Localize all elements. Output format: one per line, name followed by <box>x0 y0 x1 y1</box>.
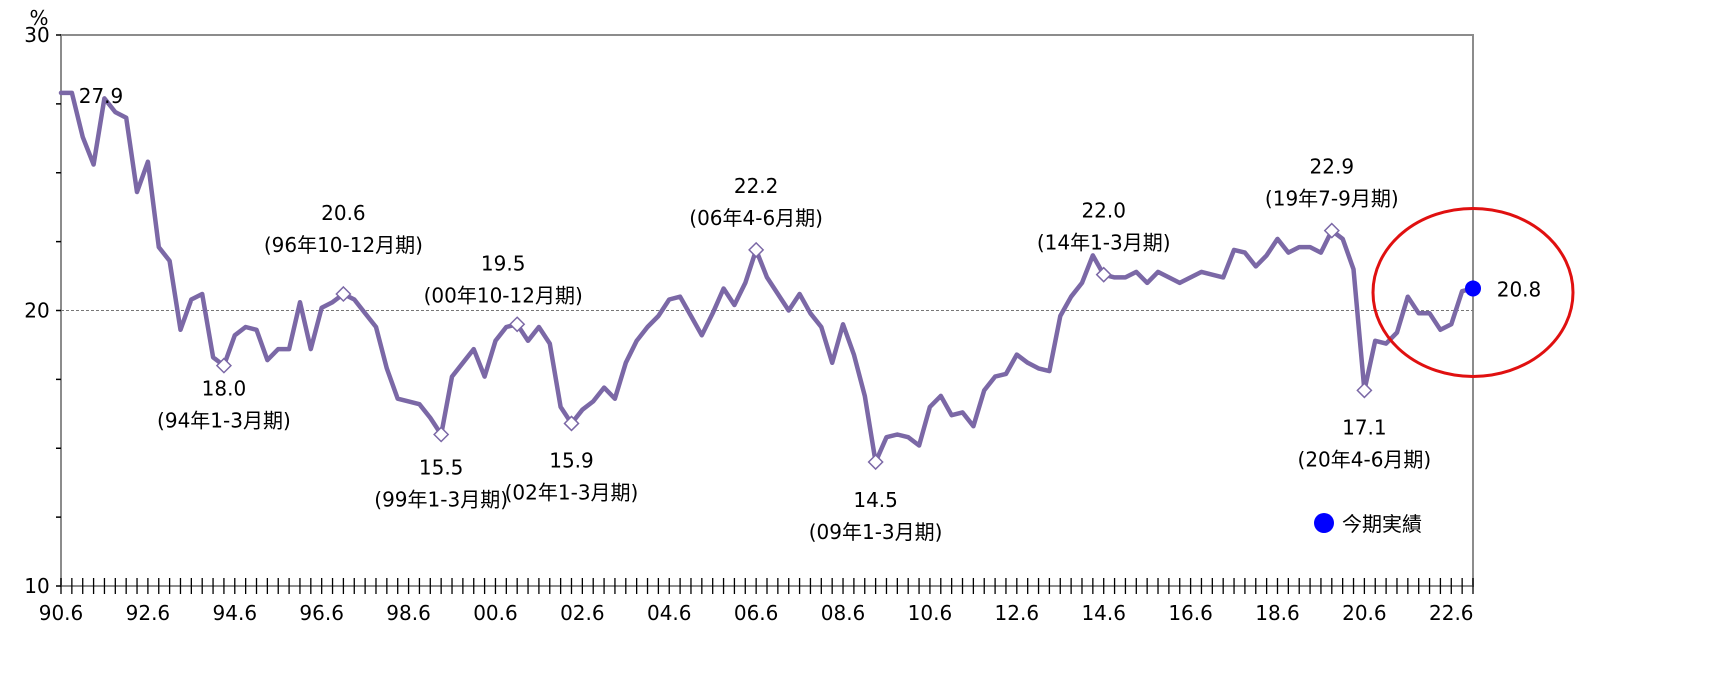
annotation-value: 22.0 <box>1081 199 1126 223</box>
y-tick-label: 20 <box>24 299 49 323</box>
x-tick-label: 22.6 <box>1429 601 1474 625</box>
series-line <box>58 90 1476 465</box>
x-tick-label: 04.6 <box>647 601 692 625</box>
annotation-period: (96年10-12月期) <box>264 233 423 257</box>
y-tick-label: 30 <box>24 23 49 47</box>
y-unit-label: % <box>29 6 48 30</box>
x-tick-label: 08.6 <box>821 601 866 625</box>
annotation-value: 15.9 <box>549 448 594 472</box>
annotation-value: 18.0 <box>202 377 247 401</box>
annotation-period: (99年1-3月期) <box>374 487 508 511</box>
x-tick-label: 16.6 <box>1168 601 1213 625</box>
x-tick-label: 02.6 <box>560 601 605 625</box>
x-tick-label: 14.6 <box>1081 601 1126 625</box>
annotation-value: 20.8 <box>1497 277 1542 301</box>
x-tick-label: 94.6 <box>213 601 258 625</box>
data-point-marker <box>1323 222 1340 239</box>
annotation-value: 22.2 <box>734 174 779 198</box>
annotation-period: (19年7-9月期) <box>1265 187 1399 211</box>
x-tick-label: 18.6 <box>1255 601 1300 625</box>
annotation-value: 17.1 <box>1342 415 1387 439</box>
data-point-marker <box>867 453 884 471</box>
annotation-value: 19.5 <box>481 251 526 275</box>
data-point-marker <box>509 316 526 333</box>
x-tick-label: 90.6 <box>39 601 84 625</box>
x-tick-label: 92.6 <box>126 601 171 625</box>
x-tick-label: 20.6 <box>1342 601 1387 625</box>
data-point-marker <box>563 415 580 432</box>
legend-marker <box>1314 513 1334 533</box>
x-tick-label: 06.6 <box>734 601 779 625</box>
x-tick-label: 12.6 <box>995 601 1040 625</box>
highlight-circle <box>1371 206 1575 378</box>
x-tick-label: 96.6 <box>299 601 344 625</box>
annotation-period: (06年4-6月期) <box>689 206 823 230</box>
y-tick-label: 10 <box>24 574 49 598</box>
x-tick-label: 98.6 <box>386 601 431 625</box>
annotation-value: 20.6 <box>321 201 366 225</box>
legend-label: 今期実績 <box>1342 512 1422 536</box>
x-tick-label: 00.6 <box>473 601 518 625</box>
data-point-marker <box>1356 382 1373 399</box>
annotation-period: (94年1-3月期) <box>157 409 291 433</box>
data-point-marker <box>335 285 352 303</box>
annotation-period: (02年1-3月期) <box>505 480 639 504</box>
annotation-period: (09年1-3月期) <box>809 520 943 544</box>
annotation-value: 27.9 <box>79 84 124 108</box>
latest-data-point <box>1465 280 1481 297</box>
annotation-value: 15.5 <box>419 455 464 479</box>
data-point-marker <box>748 241 765 258</box>
data-point-marker <box>1095 266 1112 283</box>
annotation-value: 22.9 <box>1310 155 1355 179</box>
annotation-period: (00年10-12月期) <box>424 283 583 307</box>
x-tick-label: 10.6 <box>908 601 953 625</box>
annotation-value: 14.5 <box>853 488 898 512</box>
annotation-period: (20年4-6月期) <box>1298 447 1432 471</box>
data-point-marker <box>433 426 450 443</box>
data-point-marker <box>215 357 232 374</box>
annotation-period: (14年1-3月期) <box>1037 231 1171 255</box>
